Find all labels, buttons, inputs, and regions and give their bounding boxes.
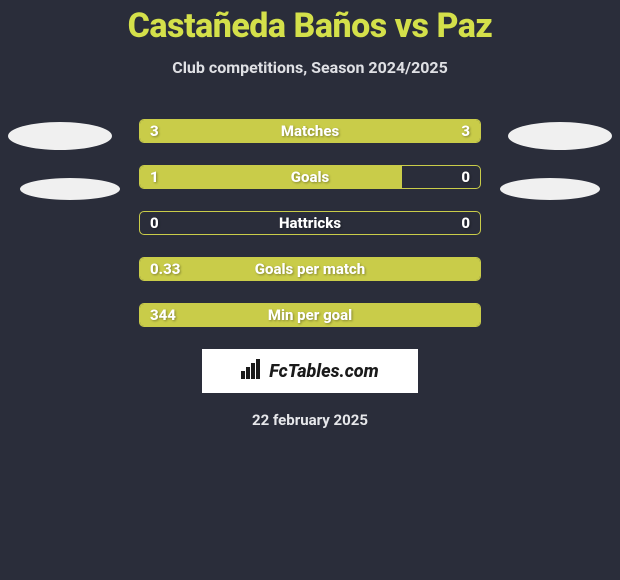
page-title: Castañeda Baños vs Paz <box>0 0 620 46</box>
bar-row-goals: 1 Goals 0 <box>139 165 481 189</box>
team-right-logo-1 <box>508 122 612 150</box>
subtitle: Club competitions, Season 2024/2025 <box>0 58 620 77</box>
brand-text: FcTables.com <box>269 361 378 382</box>
bar-label: Matches <box>140 120 480 143</box>
bar-row-goals-per-match: 0.33 Goals per match <box>139 257 481 281</box>
bar-label: Goals <box>140 166 480 189</box>
bar-label: Goals per match <box>140 258 480 281</box>
team-left-logo-1 <box>8 122 112 150</box>
bar-row-min-per-goal: 344 Min per goal <box>139 303 481 327</box>
team-right-logo-2 <box>500 178 600 200</box>
brand-chart-icon <box>241 359 263 383</box>
bar-value-right: 0 <box>461 212 470 235</box>
bar-value-right: 3 <box>461 120 470 143</box>
bar-row-hattricks: 0 Hattricks 0 <box>139 211 481 235</box>
bar-value-right: 0 <box>461 166 470 189</box>
team-left-logo-2 <box>20 178 120 200</box>
brand-box: FcTables.com <box>202 349 418 393</box>
comparison-bars: 3 Matches 3 1 Goals 0 0 Hattricks 0 0.33… <box>139 119 481 327</box>
bar-row-matches: 3 Matches 3 <box>139 119 481 143</box>
bar-label: Min per goal <box>140 304 480 327</box>
date-label: 22 february 2025 <box>0 411 620 429</box>
bar-label: Hattricks <box>140 212 480 235</box>
